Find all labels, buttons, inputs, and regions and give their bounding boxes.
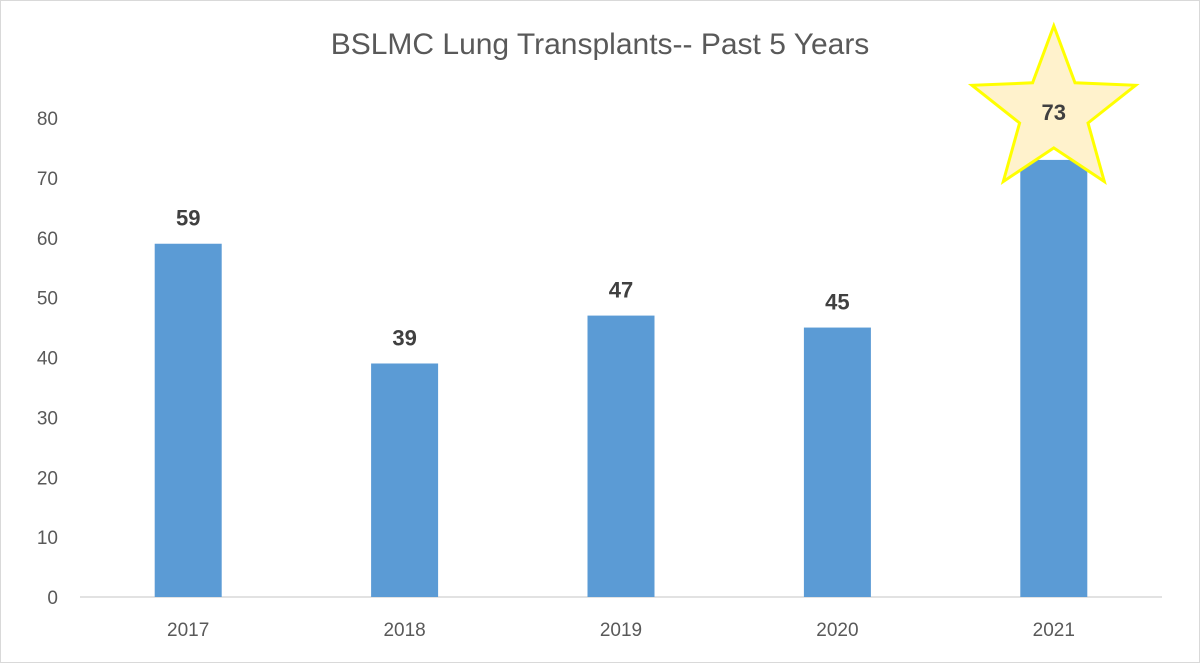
- y-tick-label: 60: [37, 229, 58, 250]
- bar-2019: [587, 315, 655, 597]
- x-tick-label: 2020: [816, 620, 858, 641]
- x-tick-label: 2019: [600, 620, 642, 641]
- highlight-star-icon: [967, 21, 1140, 185]
- y-tick-label: 40: [37, 349, 58, 370]
- bar-2021: [1020, 159, 1088, 597]
- y-tick-label: 20: [37, 468, 58, 489]
- y-tick-label: 10: [37, 528, 58, 549]
- x-tick-label: 2018: [383, 620, 425, 641]
- y-tick-label: 30: [37, 408, 58, 429]
- x-tick-label: 2017: [167, 620, 209, 641]
- data-label-2020: 45: [825, 290, 849, 315]
- data-label-2018: 39: [392, 325, 416, 350]
- data-label-2021: 73: [1042, 100, 1066, 125]
- y-tick-label: 0: [47, 588, 58, 609]
- data-label-2019: 47: [609, 278, 633, 303]
- y-tick-label: 80: [37, 109, 58, 130]
- data-label-2017: 59: [176, 206, 200, 231]
- bar-2017: [154, 243, 222, 598]
- bar-2020: [803, 327, 871, 597]
- chart-title: BSLMC Lung Transplants-- Past 5 Years: [330, 28, 870, 61]
- bar-2018: [371, 363, 439, 597]
- x-tick-label: 2021: [1033, 620, 1075, 641]
- y-tick-label: 70: [37, 169, 58, 190]
- y-tick-label: 50: [37, 289, 58, 310]
